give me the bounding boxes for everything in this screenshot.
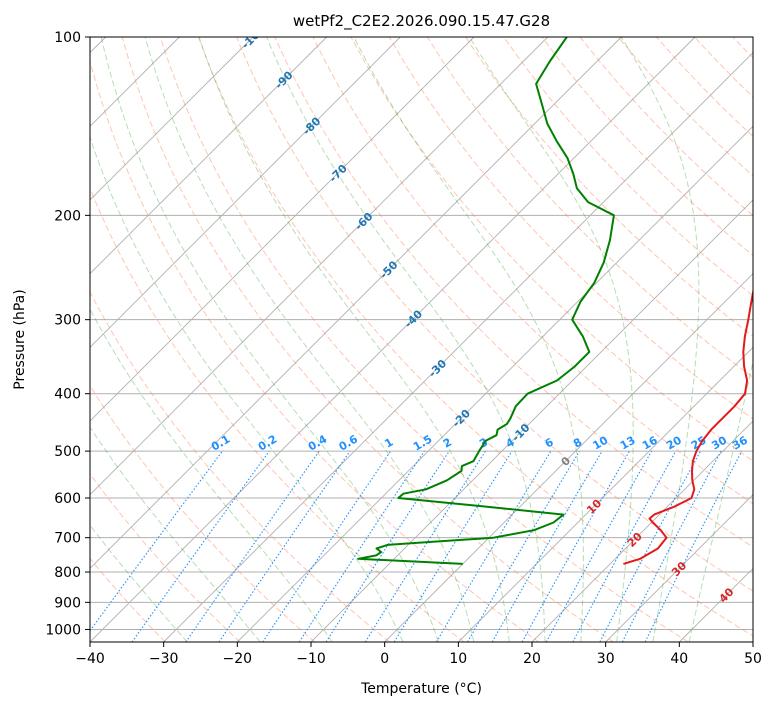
moist-adiabat-line: [469, 37, 634, 642]
plot-frame: [89, 36, 754, 643]
dry-adiabat-line: [198, 37, 753, 637]
mixing-ratio-line: [90, 450, 223, 632]
x-axis-label: Temperature (°C): [360, 681, 482, 697]
y-tick-label: 500: [54, 444, 81, 460]
isotherm-line: [90, 37, 327, 275]
isotherm-line: [237, 125, 753, 642]
isotherm-line: [458, 346, 753, 642]
moist-adiabat-line: [620, 37, 700, 642]
y-tick-label: 600: [54, 491, 81, 507]
dry-adiabat-line: [350, 37, 753, 462]
y-tick-label: 100: [54, 30, 81, 46]
moist-adiabat-line: [90, 135, 404, 642]
x-tick-label: −40: [75, 651, 105, 667]
dry-adiabat-line: [90, 557, 166, 642]
mixing-ratio-line: [545, 450, 653, 642]
x-tick-label: 20: [523, 651, 541, 667]
x-tick-label: −10: [296, 651, 326, 667]
moist-adiabat-line: [198, 37, 510, 642]
isotherms: [90, 37, 753, 642]
dry-adiabat-line: [90, 472, 241, 642]
isotherm-line: [90, 37, 548, 496]
temperature-profile-line: [623, 287, 753, 565]
pressure-gridlines: [90, 37, 753, 630]
moist-adiabat-line: [90, 426, 261, 642]
mixing-ratio-line: [325, 450, 450, 642]
moist-adiabat-line: [353, 37, 584, 642]
moist-adiabat-line: [90, 524, 188, 642]
mixing-ratio-line: [262, 450, 392, 642]
dry-adiabat-line: [503, 37, 753, 297]
dry-adiabat-line: [388, 37, 753, 420]
dry-adiabat-line: [90, 59, 540, 642]
x-tick-label: −20: [223, 651, 253, 667]
x-tick-label: 50: [744, 651, 762, 667]
dry-adiabat-line: [90, 186, 465, 642]
moist-adiabat-line: [688, 358, 753, 642]
dry-adiabat-line: [121, 37, 614, 642]
y-tick-label: 700: [54, 531, 81, 547]
isotherm-line: [90, 37, 401, 348]
y-tick-label: 400: [54, 387, 81, 403]
dry-adiabat-line: [90, 291, 390, 642]
x-tick-label: 0: [380, 651, 389, 667]
moist-adiabats: [90, 37, 753, 642]
mixing-ratio-line: [131, 450, 270, 642]
moist-adiabat-line: [144, 37, 475, 642]
y-tick-label: 900: [54, 595, 81, 611]
x-tick-label: 40: [670, 651, 688, 667]
mixing-ratio-line: [298, 450, 425, 642]
isotherm-line: [90, 37, 475, 422]
isotherm-line: [90, 37, 254, 201]
dewpoint-profile-line: [357, 37, 615, 565]
dry-adiabat-line: [159, 37, 689, 642]
mixing-ratio-line: [435, 450, 552, 642]
x-axis-ticks: −40 −30 −20 −10 0 10 20 30 40 50: [75, 642, 762, 667]
isotherm-line: [605, 494, 753, 642]
mixing-ratio-line: [364, 450, 486, 642]
isotherm-line: [531, 420, 753, 642]
mixing-ratio-line: [599, 450, 701, 642]
mixing-ratio-line: [521, 450, 630, 642]
isotherm-line: [90, 37, 622, 569]
sounding-profiles: [357, 37, 753, 565]
mixing-ratio-line: [218, 450, 351, 642]
isotherm-line: [163, 52, 753, 642]
x-tick-label: −30: [149, 651, 179, 667]
mixing-ratio-line: [185, 450, 320, 642]
dry-adiabats: [90, 37, 753, 642]
mixing-ratio-line: [644, 450, 743, 642]
mixing-ratio-line: [621, 450, 722, 642]
y-axis-ticks: 100 200 300 400 500 600 700 800 900 1000: [45, 30, 90, 638]
moist-adiabat-line: [100, 37, 439, 642]
plot-area: 0.1 0.2 0.4 0.6 1 1.5 2 3 4 6 8 10 13 16 20 25 30 36-100-…: [90, 37, 753, 642]
moist-adiabat-line: [266, 37, 546, 642]
y-tick-label: 300: [54, 313, 81, 329]
x-tick-label: 30: [597, 651, 615, 667]
isotherm-line: [384, 273, 753, 642]
dry-adiabat-line: [312, 37, 753, 505]
isotherm-line: [310, 199, 753, 642]
y-tick-label: 1000: [45, 622, 81, 638]
y-tick-label: 800: [54, 565, 81, 581]
dry-adiabat-line: [236, 37, 753, 592]
y-tick-label: 200: [54, 208, 81, 224]
mixing-ratio-line: [572, 450, 677, 642]
chart-title: wetPf2_C2E2.2026.090.15.47.G28: [293, 12, 550, 31]
dry-adiabat-line: [274, 37, 753, 548]
dry-adiabat-line: [465, 37, 753, 338]
dry-adiabat-line: [90, 384, 316, 642]
isotherm-line: [90, 37, 696, 642]
x-tick-label: 10: [449, 651, 467, 667]
y-axis-label: Pressure (hPa): [12, 289, 28, 389]
